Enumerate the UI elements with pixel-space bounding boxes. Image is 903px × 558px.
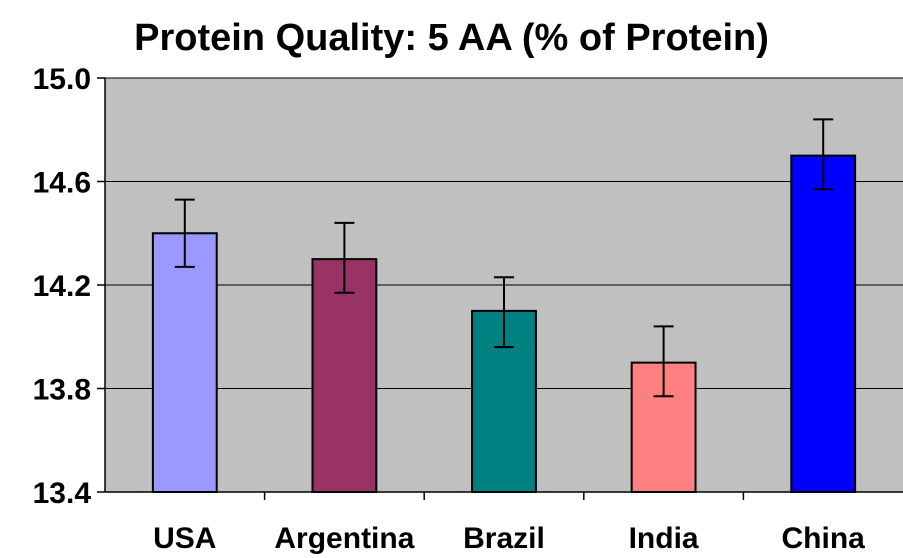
y-tick-label: 14.6 <box>33 167 91 200</box>
y-tick-label: 13.8 <box>33 374 91 407</box>
x-category-labels: USA Argentina Brazil India China <box>153 522 865 555</box>
x-category-label: Argentina <box>274 522 414 555</box>
bar-china <box>790 154 857 493</box>
axes <box>97 77 903 500</box>
bar-argentina <box>311 258 378 493</box>
y-tick-labels: 13.4 13.8 14.2 14.6 15.0 <box>33 63 92 510</box>
chart-title: Protein Quality: 5 AA (% of Protein) <box>134 17 769 59</box>
bar-usa <box>151 232 218 493</box>
y-tick-label: 15.0 <box>33 63 91 96</box>
y-tick-label: 14.2 <box>33 270 91 303</box>
x-category-label: Brazil <box>463 522 545 555</box>
error-bars <box>174 118 834 398</box>
x-category-label: USA <box>153 522 216 555</box>
x-category-label: China <box>782 522 866 555</box>
x-category-label: India <box>629 522 699 555</box>
y-tick-label: 13.4 <box>33 477 92 510</box>
